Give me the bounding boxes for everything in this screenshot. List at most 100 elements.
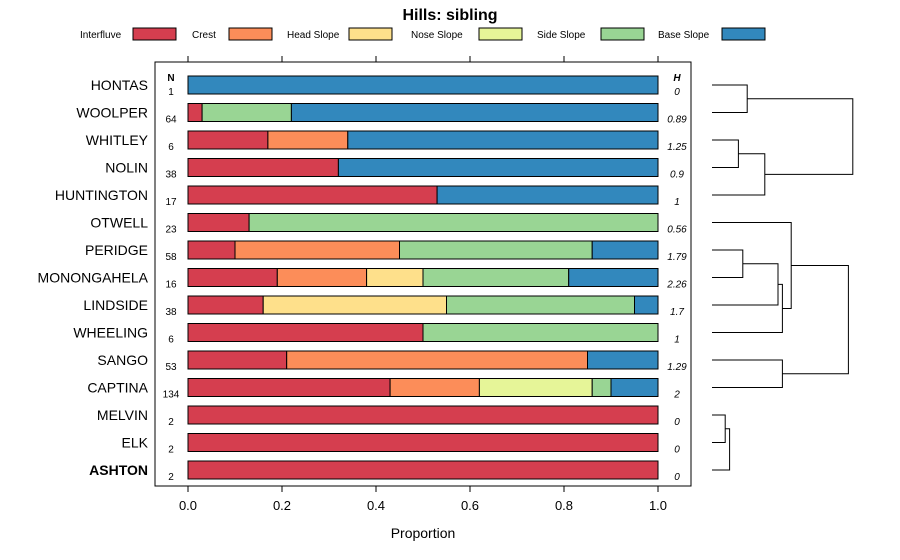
n-value-sango: 53 xyxy=(165,362,177,373)
x-tick-label: 0.4 xyxy=(367,498,385,513)
legend-label-nose-slope: Nose Slope xyxy=(411,30,463,41)
h-value-ashton: 0 xyxy=(674,472,680,483)
legend: Interfluve Crest Head Slope Nose Slope Side … xyxy=(80,27,766,41)
bar-woolper-base-slope xyxy=(290,103,659,122)
row-label-woolper: WOOLPER xyxy=(76,105,148,121)
h-value-lindside: 1.7 xyxy=(670,307,684,318)
h-value-nolin: 0.9 xyxy=(670,170,684,181)
chart-title: Hills: sibling xyxy=(402,7,497,24)
bar-peridge-side-slope xyxy=(399,240,593,260)
legend-swatch-head-slope xyxy=(348,27,393,41)
bar-whitley-base-slope xyxy=(347,130,659,150)
dendrogram-link xyxy=(712,249,744,278)
h-value-huntington: 1 xyxy=(674,197,680,208)
bar-peridge-base-slope xyxy=(591,240,659,260)
dendrogram-link xyxy=(712,222,792,309)
bar-woolper-side-slope xyxy=(201,103,292,122)
bar-lindside-interfluve xyxy=(187,295,264,315)
row-label-nolin: NOLIN xyxy=(105,160,148,176)
row-label-peridge: PERIDGE xyxy=(85,242,148,258)
bar-peridge-crest xyxy=(234,240,400,260)
legend-swatch-base-slope xyxy=(721,27,766,41)
dendrogram xyxy=(712,84,854,471)
n-value-monongahela: 16 xyxy=(165,280,177,291)
bar-captina-interfluve xyxy=(187,378,391,397)
bar-wheeling-side-slope xyxy=(422,323,659,342)
n-value-peridge: 58 xyxy=(165,252,177,263)
n-value-lindside: 38 xyxy=(165,307,177,318)
legend-label-crest: Crest xyxy=(192,30,216,41)
n-value-nolin: 38 xyxy=(165,170,177,181)
x-tick-label: 0.2 xyxy=(273,498,291,513)
bar-nolin-interfluve xyxy=(187,158,339,177)
dendrogram-link xyxy=(712,359,783,388)
bar-monongahela-interfluve xyxy=(187,268,278,287)
legend-swatch-side-slope xyxy=(600,27,645,41)
bar-elk-interfluve xyxy=(187,433,659,452)
legend-swatch-crest xyxy=(228,27,273,41)
h-column-header: H xyxy=(673,73,681,84)
dendrogram-link xyxy=(712,414,726,443)
bar-monongahela-head-slope xyxy=(366,268,424,287)
bar-huntington-base-slope xyxy=(436,185,659,205)
bar-otwell-interfluve xyxy=(187,213,250,232)
row-label-sango: SANGO xyxy=(97,352,148,368)
bar-woolper-interfluve xyxy=(187,103,203,122)
bar-captina-nose-slope xyxy=(478,378,593,397)
bar-monongahela-base-slope xyxy=(568,268,659,287)
n-value-melvin: 2 xyxy=(168,417,174,428)
bar-captina-base-slope xyxy=(610,378,659,397)
row-label-captina: CAPTINA xyxy=(87,380,148,396)
dendrogram-link xyxy=(782,264,849,375)
legend-label-side-slope: Side Slope xyxy=(537,30,586,41)
bar-captina-crest xyxy=(389,378,480,397)
h-value-wheeling: 1 xyxy=(674,335,680,346)
plot-frame xyxy=(154,61,692,487)
n-value-hontas: 1 xyxy=(168,87,174,98)
bar-sango-crest xyxy=(286,350,588,370)
x-tick-label: 0.8 xyxy=(555,498,573,513)
legend-swatch-nose-slope xyxy=(478,27,523,41)
n-value-elk: 2 xyxy=(168,445,174,456)
bar-otwell-side-slope xyxy=(248,213,659,232)
row-label-otwell: OTWELL xyxy=(90,215,148,231)
dendrogram-link xyxy=(712,263,779,306)
bar-huntington-interfluve xyxy=(187,185,438,205)
h-value-hontas: 0 xyxy=(674,87,680,98)
row-label-melvin: MELVIN xyxy=(97,407,148,423)
bar-wheeling-interfluve xyxy=(187,323,424,342)
bar-sango-base-slope xyxy=(587,350,659,370)
x-tick-label: 0.6 xyxy=(461,498,479,513)
n-value-otwell: 23 xyxy=(165,225,177,236)
row-label-ashton: ASHTON xyxy=(89,462,148,478)
row-label-monongahela: MONONGAHELA xyxy=(38,270,149,286)
bar-lindside-side-slope xyxy=(446,295,635,315)
bar-melvin-interfluve xyxy=(187,405,659,425)
bar-monongahela-side-slope xyxy=(422,268,570,287)
bar-lindside-base-slope xyxy=(634,295,659,315)
bar-hontas-base-slope xyxy=(187,75,659,95)
x-tick-label: 1.0 xyxy=(649,498,667,513)
bar-nolin-base-slope xyxy=(337,158,659,177)
n-value-huntington: 17 xyxy=(165,197,177,208)
dendrogram-link xyxy=(712,84,748,113)
bar-lindside-head-slope xyxy=(262,295,448,315)
h-value-monongahela: 2.26 xyxy=(666,280,687,291)
x-axis: 0.0 0.2 0.4 0.6 0.8 1.0 xyxy=(179,56,667,513)
n-value-ashton: 2 xyxy=(168,472,174,483)
dendrogram-link xyxy=(712,428,731,471)
h-value-elk: 0 xyxy=(674,445,680,456)
x-axis-label: Proportion xyxy=(391,525,456,541)
bar-sango-interfluve xyxy=(187,350,288,370)
dendrogram-link xyxy=(712,283,783,333)
row-label-whitley: WHITLEY xyxy=(86,132,149,148)
bar-peridge-interfluve xyxy=(187,240,236,260)
n-value-whitley: 6 xyxy=(168,142,174,153)
row-label-elk: ELK xyxy=(122,435,149,451)
bar-monongahela-crest xyxy=(276,268,368,287)
h-value-peridge: 1.79 xyxy=(667,252,687,263)
bar-whitley-interfluve xyxy=(187,130,269,150)
legend-label-head-slope: Head Slope xyxy=(287,30,340,41)
n-value-wheeling: 6 xyxy=(168,335,174,346)
